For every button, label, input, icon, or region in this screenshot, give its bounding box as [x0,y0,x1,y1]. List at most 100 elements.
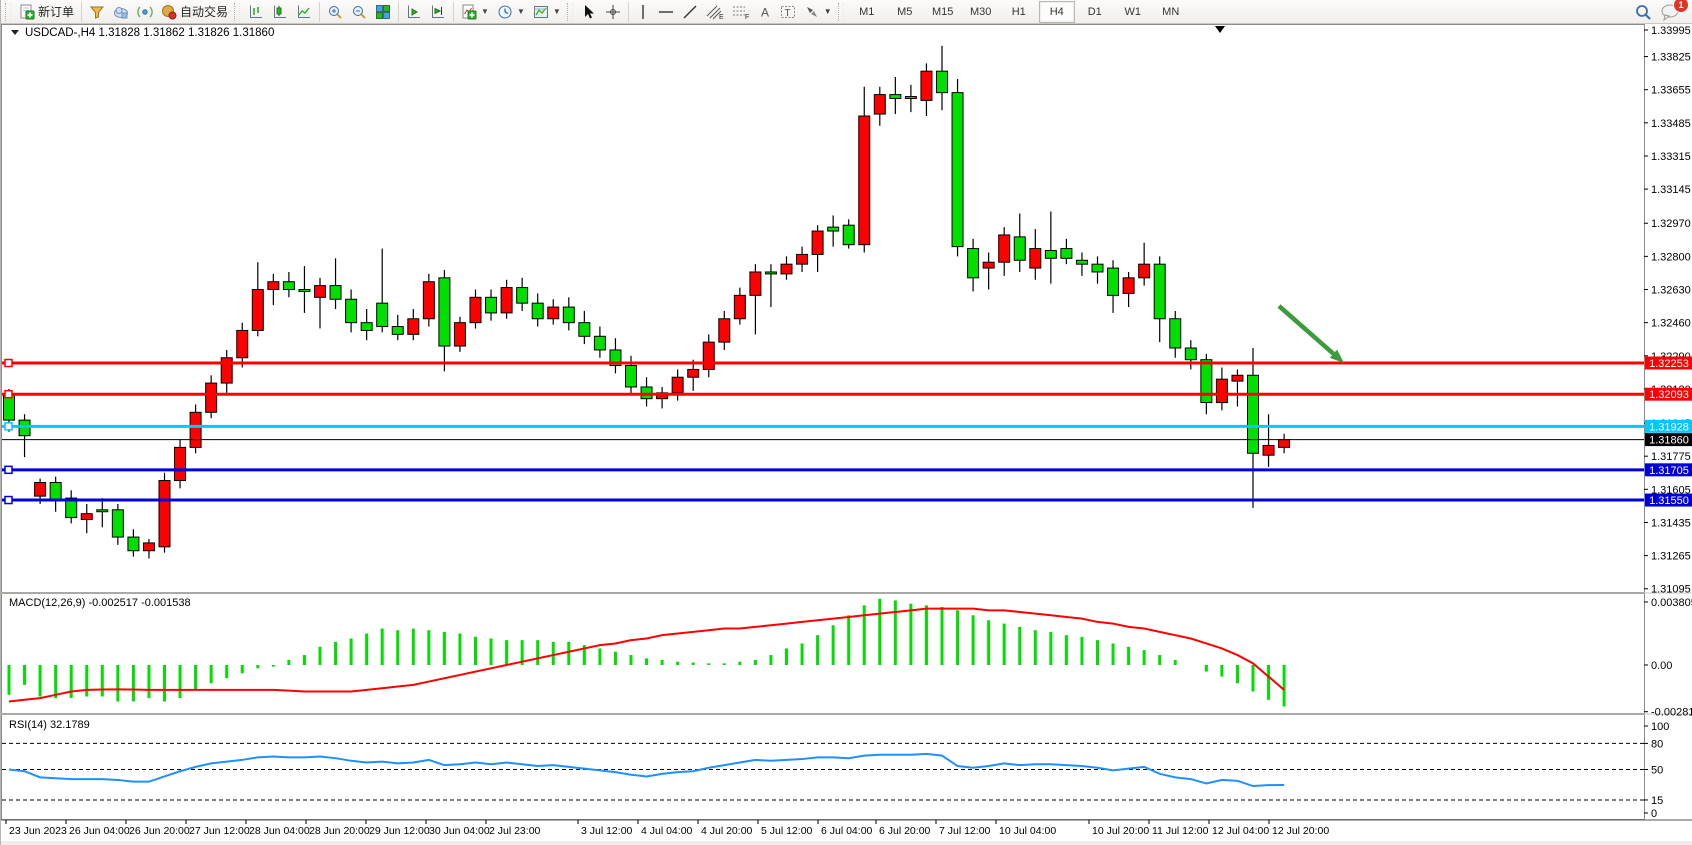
macd-indicator: 0.003805 0.00 -0.002818 MACD(12,26,9) -0.00… [7,597,1692,719]
time-tick-label: 26 Jun 20:00 [129,825,190,837]
bar-chart-button[interactable] [244,0,268,24]
price-axis[interactable]: 1.33995 1.33825 1.33655 1.33485 1.33315 1.331… [1644,25,1691,596]
time-tick-label: 12 Jul 04:00 [1212,825,1269,837]
candle-body [1153,263,1166,320]
auto-trading-button[interactable]: 自动交易 [157,0,232,24]
bar-chart-icon [250,5,263,18]
candle-body [34,481,47,497]
cursor-button[interactable] [577,0,601,24]
candle-body [1169,318,1182,349]
channel-button[interactable]: E [702,0,728,24]
hline-handle[interactable] [4,465,13,475]
svg-text:1.31705: 1.31705 [1649,465,1689,477]
toolbar-grip[interactable] [837,2,844,21]
text-label-icon: T [780,5,795,19]
hline-handle[interactable] [4,422,13,431]
svg-text:1.31928: 1.31928 [1649,421,1689,433]
toolbar-grip[interactable] [234,2,241,21]
time-tick-label: 4 Jul 04:00 [641,825,693,837]
line-chart-button[interactable] [292,0,316,24]
svg-text:1.33825: 1.33825 [1651,52,1691,64]
timeframe-button-M30[interactable]: M30 [970,5,992,18]
timeframe-button-H1[interactable]: H1 [1011,5,1026,18]
template-icon [533,5,548,18]
toolbar-grip[interactable] [5,2,11,21]
hline-handle[interactable] [4,495,13,505]
svg-text:80: 80 [1651,738,1663,750]
trendline-icon [683,5,697,18]
candle-body [314,285,326,298]
hline-handle[interactable] [4,358,13,368]
candle-body [1278,439,1291,448]
indicators-button[interactable]: ▼ [457,0,493,24]
signal-button[interactable] [133,0,157,24]
crosshair-button[interactable] [601,0,625,24]
horizontal-line-icon [658,10,673,13]
time-tick-label: 29 Jun 12:00 [369,825,430,837]
candlestick-chart-button[interactable] [268,0,292,24]
trendline-button[interactable] [678,0,702,24]
candle-body [811,230,824,255]
timeframe-button-H4[interactable]: H4 [1038,0,1075,23]
candle-body [360,322,373,331]
timeframe-button-W1[interactable]: W1 [1124,5,1141,18]
candle-body [796,253,809,265]
chart-shift-button[interactable] [402,0,426,24]
candle-body [1091,263,1104,273]
chart-title: USDCAD-,H4 1.31828 1.31862 1.31826 1.318… [25,27,274,39]
horizontal-line-button[interactable] [654,0,678,24]
arrows-button[interactable]: ▼ [800,0,836,24]
candle-body [1184,347,1197,361]
periods-button[interactable]: ▼ [493,0,529,24]
candle-body [889,94,902,99]
line-chart-icon [298,5,311,18]
timeframe-button-M1[interactable]: M1 [859,5,875,18]
candle-body [3,394,15,421]
chart-area[interactable]: 1.33995 1.33825 1.33655 1.33485 1.33315 1.331… [1,24,1692,845]
time-axis[interactable]: 23 Jun 2023 26 Jun 04:00 26 Jun 20:00 27 Ju… [1,819,1692,845]
candle-body [982,261,995,269]
vertical-line-button[interactable] [632,0,654,24]
timeframe-button-M15[interactable]: M15 [932,5,954,18]
candle-body [438,277,451,347]
svg-text:1.33655: 1.33655 [1651,85,1691,97]
candle-body [111,509,124,538]
search-button[interactable] [1630,0,1656,24]
chart-shift-marker[interactable] [1215,26,1225,33]
candle-body [96,509,109,513]
hline-handle[interactable] [4,389,13,399]
ohlc-toggle-icon[interactable] [11,30,19,35]
auto-scroll-icon [432,5,445,18]
annotation-arrow[interactable] [1277,304,1335,356]
svg-text:1.31860: 1.31860 [1649,435,1689,447]
zoom-out-icon [353,5,366,19]
fibonacci-button[interactable]: F [728,0,754,24]
timeframe-button-M5[interactable]: M5 [897,5,913,18]
funnel-icon [89,6,105,19]
toolbar-grip[interactable] [566,2,573,21]
candlestick-chart-icon [274,5,287,18]
tile-windows-button[interactable] [371,0,395,24]
funnel-button[interactable] [85,0,109,24]
zoom-in-button[interactable] [323,0,347,24]
auto-scroll-button[interactable] [426,0,450,24]
annotation-arrow-head[interactable] [1329,349,1344,363]
timeframe-button-MN[interactable]: MN [1162,5,1180,18]
timeframe-button-D1[interactable]: D1 [1087,5,1102,18]
candle-body [220,357,233,384]
new-order-button[interactable]: 新订单 [15,0,78,24]
candle-body [18,419,31,437]
zoom-out-button[interactable] [347,0,371,24]
templates-button[interactable]: ▼ [529,0,565,24]
candle-body [267,281,280,291]
candle-body [702,341,715,370]
cloud-button[interactable] [109,0,133,24]
text-button[interactable]: A [754,0,776,24]
notifications-button[interactable]: 1 [1656,0,1689,24]
candle-body [1029,248,1042,269]
text-label-button[interactable]: T [776,0,800,24]
horizontal-lines[interactable] [2,358,1644,505]
time-tick-label: 10 Jul 04:00 [999,825,1056,837]
candle-body [1215,378,1228,404]
auto-trading-label: 自动交易 [180,5,229,19]
